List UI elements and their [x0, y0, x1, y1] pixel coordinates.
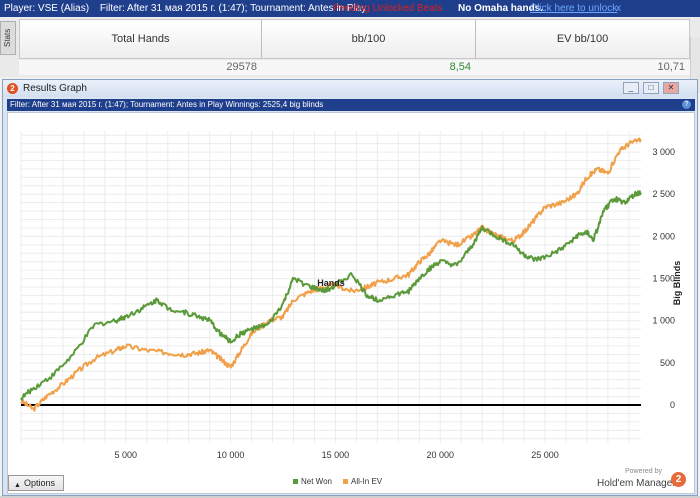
- brand-name: Hold'em Manager: [597, 478, 676, 489]
- y-tick-label: 1 000: [652, 316, 675, 326]
- value-total-hands: 29578: [226, 61, 257, 73]
- window-title: Results Graph: [23, 83, 87, 94]
- stats-tab[interactable]: Stats: [0, 21, 16, 55]
- stats-header-row: Total Hands bb/100 EV bb/100: [19, 19, 690, 59]
- x-tick-label: 20 000: [426, 450, 454, 460]
- graph-filter-text: Filter: After 31 мая 2015 г. (1:47); Tou…: [10, 100, 324, 109]
- x-tick-label: 15 000: [322, 450, 350, 460]
- powered-by-label: Powered by: [625, 468, 662, 475]
- results-graph-window: 2 Results Graph _ □ ✕ Filter: After 31 м…: [2, 79, 698, 496]
- y-tick-label: 1 500: [652, 274, 675, 284]
- x-tick-label: 10 000: [217, 450, 245, 460]
- value-ev-bb100: 10,71: [657, 61, 685, 73]
- app-logo-icon: 2: [7, 83, 18, 94]
- header-bb100[interactable]: bb/100: [262, 20, 476, 58]
- options-button[interactable]: ▲ Options: [8, 475, 64, 491]
- warning-text: Pending Unlocked Beats: [333, 3, 443, 14]
- x-tick-label: 5 000: [115, 450, 138, 460]
- close-window-icon[interactable]: ✕: [663, 82, 679, 94]
- bottom-strip: [0, 496, 700, 498]
- y-tick-label: 2 500: [652, 189, 675, 199]
- graph-filter-bar: Filter: After 31 мая 2015 г. (1:47); Tou…: [7, 99, 695, 111]
- value-bb100: 8,54: [449, 61, 471, 73]
- stats-value-row: 29578 8,54 10,71: [19, 60, 690, 75]
- legend-swatch: [293, 479, 298, 484]
- top-info-bar: Player: VSE (Alias) Filter: After 31 мая…: [0, 0, 700, 17]
- expand-arrow-icon: ▲: [14, 482, 21, 489]
- legend-label: Net Won: [301, 477, 332, 486]
- omaha-notice: No Omaha hands.: [458, 3, 544, 14]
- y-axis-title: Big Blinds: [672, 261, 682, 306]
- header-total-hands[interactable]: Total Hands: [20, 20, 262, 58]
- window-titlebar[interactable]: 2 Results Graph _ □ ✕: [3, 80, 697, 97]
- player-label: Player: VSE (Alias): [4, 3, 90, 14]
- results-chart: 5 000 10 000 15 000 20 000 25 000 0 500 1 000 1 …: [20, 131, 682, 486]
- close-icon[interactable]: x: [616, 3, 621, 14]
- x-tick-label: 25 000: [531, 450, 559, 460]
- y-tick-label: 3 000: [652, 147, 675, 157]
- stats-bar: Stats Total Hands bb/100 EV bb/100 29578…: [0, 17, 700, 93]
- header-ev-bb100[interactable]: EV bb/100: [556, 33, 609, 45]
- brand-logo-icon: 2: [671, 472, 686, 487]
- chart-pane: 5 000 10 000 15 000 20 000 25 000 0 500 1 000 1 …: [7, 112, 695, 494]
- y-tick-label: 2 000: [652, 231, 675, 241]
- legend-label: All-In EV: [351, 477, 383, 486]
- vertical-scrollbar[interactable]: [690, 37, 700, 93]
- series-line-all-in-ev: [20, 137, 642, 412]
- legend-swatch: [343, 479, 348, 484]
- help-icon[interactable]: ?: [682, 100, 691, 109]
- maximize-icon[interactable]: □: [643, 82, 659, 94]
- minimize-icon[interactable]: _: [623, 82, 639, 94]
- y-tick-label: 500: [660, 358, 675, 368]
- unlock-link[interactable]: Click here to unlock: [530, 3, 618, 14]
- filter-label: Filter: After 31 мая 2015 г. (1:47); Tou…: [99, 3, 367, 14]
- x-axis-title: Hands: [317, 278, 345, 288]
- y-tick-label: 0: [670, 400, 675, 410]
- options-label: Options: [24, 478, 56, 488]
- series-line-net-won: [20, 190, 642, 401]
